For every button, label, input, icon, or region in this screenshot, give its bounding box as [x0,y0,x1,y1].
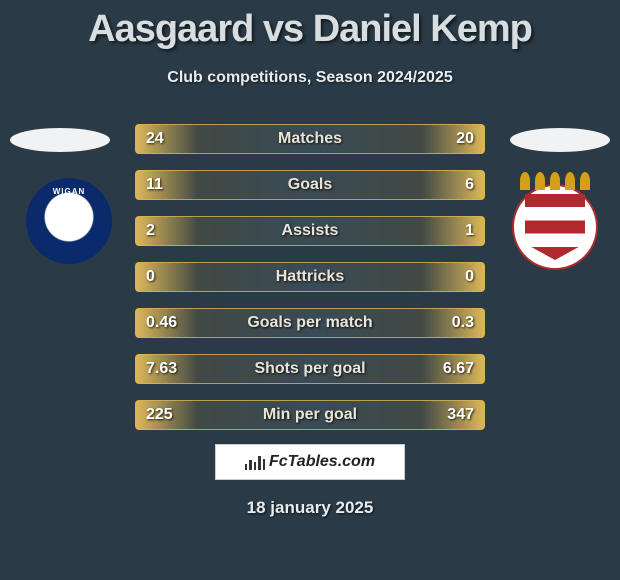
stat-row: 11 Goals 6 [135,170,485,200]
club-badge-right [512,184,598,270]
stat-left-value: 0 [146,268,155,286]
stat-row: 225 Min per goal 347 [135,400,485,430]
date-label: 18 january 2025 [0,498,620,518]
stat-left-value: 7.63 [146,360,177,378]
brand-link[interactable]: FcTables.com [215,444,405,480]
stat-left-value: 2 [146,222,155,240]
stat-label: Matches [135,130,485,148]
stat-label: Min per goal [135,406,485,424]
stat-left-value: 225 [146,406,173,424]
stat-label: Goals [135,176,485,194]
club-badge-left [26,178,112,264]
stat-label: Shots per goal [135,360,485,378]
stat-right-value: 0.3 [452,314,474,332]
brand-label: FcTables.com [269,453,375,471]
stat-right-value: 6.67 [443,360,474,378]
stat-row: 7.63 Shots per goal 6.67 [135,354,485,384]
stat-right-value: 20 [456,130,474,148]
stat-left-value: 0.46 [146,314,177,332]
subtitle: Club competitions, Season 2024/2025 [0,69,620,87]
crest-shield-icon [525,194,585,260]
stat-label: Goals per match [135,314,485,332]
stat-label: Assists [135,222,485,240]
stats-table: 24 Matches 20 11 Goals 6 2 Assists 1 0 H… [135,124,485,446]
bar-chart-icon [245,454,265,470]
stat-right-value: 6 [465,176,474,194]
stat-right-value: 1 [465,222,474,240]
stat-row: 24 Matches 20 [135,124,485,154]
crest-crown-icon [520,172,590,192]
stat-row: 0 Hattricks 0 [135,262,485,292]
stat-right-value: 347 [447,406,474,424]
stat-left-value: 24 [146,130,164,148]
player-left-shadow [10,128,110,152]
stat-label: Hattricks [135,268,485,286]
page-title: Aasgaard vs Daniel Kemp [0,0,620,51]
player-right-shadow [510,128,610,152]
stat-left-value: 11 [146,176,163,194]
stat-row: 0.46 Goals per match 0.3 [135,308,485,338]
stat-right-value: 0 [465,268,474,286]
stat-row: 2 Assists 1 [135,216,485,246]
